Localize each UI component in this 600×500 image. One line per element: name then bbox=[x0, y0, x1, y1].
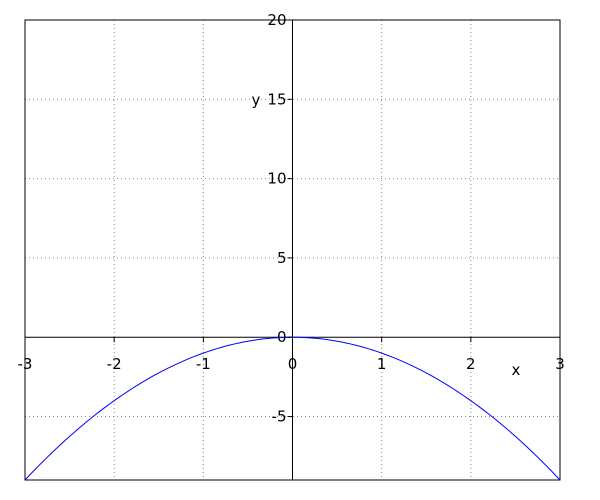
x-axis-label: x bbox=[512, 361, 521, 379]
x-tick-label: -1 bbox=[196, 355, 211, 373]
y-tick-label: 15 bbox=[267, 90, 286, 108]
x-tick-label: 1 bbox=[377, 355, 387, 373]
x-tick-label: 3 bbox=[555, 355, 565, 373]
x-tick-label: 2 bbox=[466, 355, 476, 373]
y-tick-label: -5 bbox=[272, 408, 287, 426]
y-tick-label: 0 bbox=[277, 328, 287, 346]
y-tick-label: 20 bbox=[267, 11, 286, 29]
x-tick-label: -2 bbox=[107, 355, 122, 373]
y-tick-label: 5 bbox=[277, 249, 287, 267]
x-tick-label: 0 bbox=[288, 355, 298, 373]
y-tick-label: 10 bbox=[267, 170, 286, 188]
y-axis-label: y bbox=[252, 91, 261, 109]
x-tick-label: -3 bbox=[18, 355, 33, 373]
